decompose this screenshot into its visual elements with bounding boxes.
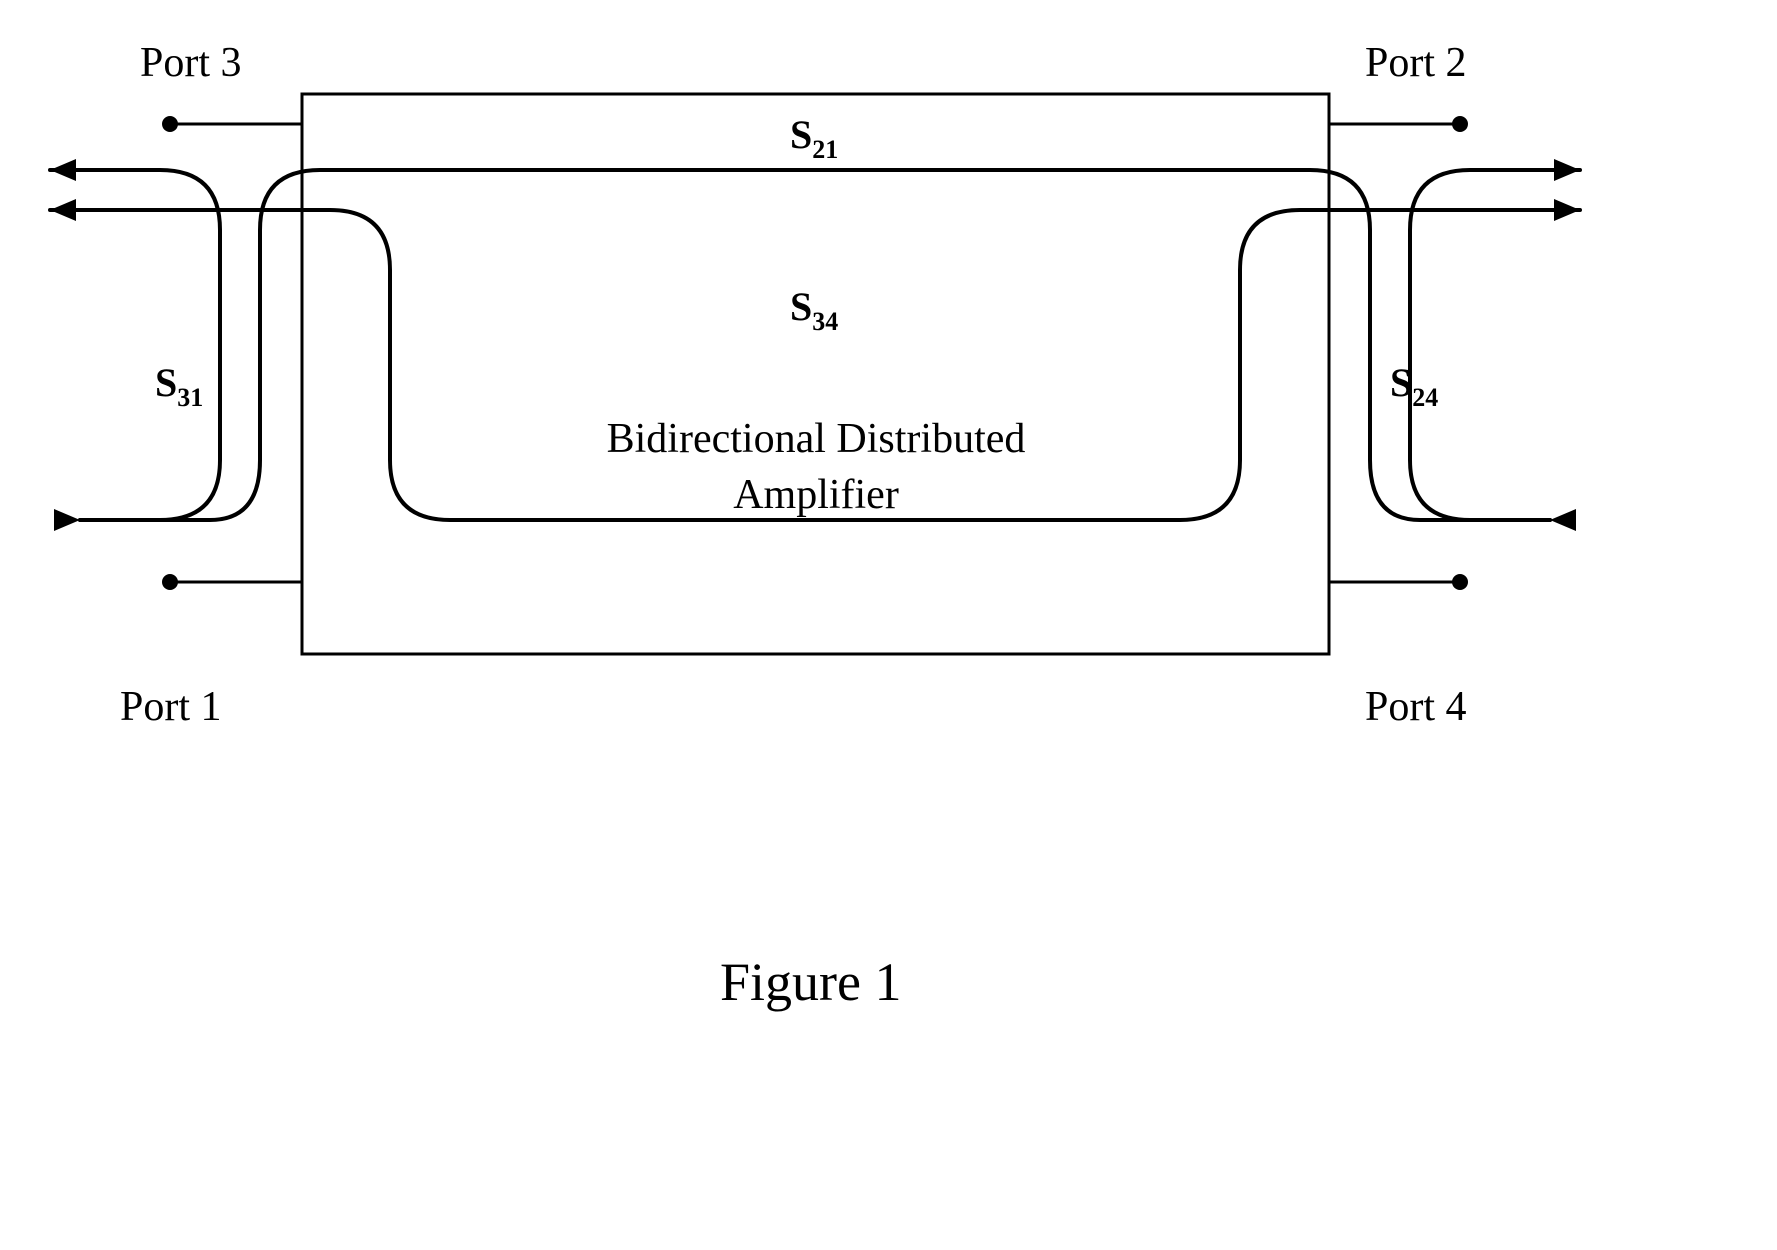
port1-label: Port 1 [120,684,222,730]
s21-label: S21 [790,112,838,164]
s24-path [1410,170,1580,520]
p1-terminal-icon [162,574,178,590]
s21-arrow-right-icon [1550,509,1576,531]
port3-label: Port 3 [140,40,242,86]
s21-arrow-left-icon [54,509,80,531]
p4-terminal-icon [1452,574,1468,590]
s31-path [50,170,220,520]
p3-terminal-icon [162,116,178,132]
p2-terminal-icon [1452,116,1468,132]
s24-label: S24 [1390,360,1438,412]
s34-arrow-left-icon [50,199,76,221]
s31-arrow-icon [50,159,76,181]
signal-paths-group [50,170,1580,520]
port2-label: Port 2 [1365,40,1467,86]
diagram-svg: Bidirectional Distributed Amplifier Port… [20,20,1777,1230]
box-title-line2: Amplifier [733,472,899,518]
port4-label: Port 4 [1365,684,1467,730]
s24-arrow-icon [1554,159,1580,181]
box-title-line1: Bidirectional Distributed [607,416,1026,462]
s34-arrow-right-icon [1554,199,1580,221]
s31-label: S31 [155,360,203,412]
s34-label: S34 [790,284,838,336]
diagram-canvas: Bidirectional Distributed Amplifier Port… [20,20,1757,1230]
amplifier-box [302,94,1329,654]
figure-caption: Figure 1 [720,952,902,1012]
